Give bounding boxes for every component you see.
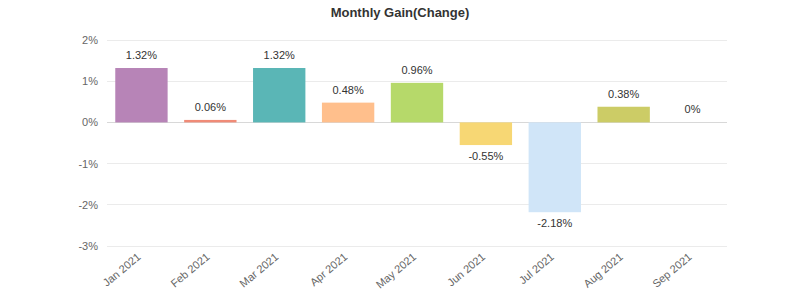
bar — [253, 68, 305, 122]
y-tick-label: 0% — [82, 116, 98, 128]
y-tick-label: -2% — [78, 199, 98, 211]
bar — [529, 122, 581, 212]
grid-line — [107, 81, 727, 82]
data-label: 0% — [685, 103, 701, 115]
x-tick-label: Jun 2021 — [445, 250, 487, 288]
bar — [666, 122, 718, 123]
x-tick-label: Jan 2021 — [100, 250, 142, 288]
y-tick-label: 2% — [82, 34, 98, 46]
bar — [184, 120, 236, 122]
x-tick-label: Jul 2021 — [516, 250, 556, 286]
grid-line — [107, 40, 727, 41]
data-label: 1.32% — [126, 49, 157, 61]
y-tick-label: 1% — [82, 75, 98, 87]
data-label: 0.96% — [401, 64, 432, 76]
x-tick-label: Aug 2021 — [581, 250, 625, 289]
x-axis: Jan 2021 Feb 2021 Mar 2021 Apr 2021 May 2021… — [100, 250, 694, 290]
x-tick-label: Mar 2021 — [237, 250, 280, 289]
x-tick-label: May 2021 — [374, 250, 419, 290]
x-tick-label: Apr 2021 — [307, 250, 349, 288]
grid-line — [107, 246, 727, 247]
data-label: -0.55% — [468, 150, 503, 162]
grid-line — [107, 163, 727, 164]
bar — [322, 103, 374, 123]
grid — [107, 40, 727, 246]
y-tick-label: -3% — [78, 240, 98, 252]
bars — [115, 68, 650, 212]
chart-svg: Monthly Gain(Change) -3% -2% -1% 0% 1% 2% 1.32%… — [0, 0, 800, 307]
data-label: -2.18% — [537, 217, 572, 229]
data-label: 0.48% — [333, 84, 364, 96]
data-label: 1.32% — [264, 49, 295, 61]
data-label: 0.06% — [195, 101, 226, 113]
bar — [115, 68, 167, 122]
chart-title: Monthly Gain(Change) — [331, 5, 470, 20]
data-label: 0.38% — [608, 88, 639, 100]
chart-container: Monthly Gain(Change) -3% -2% -1% 0% 1% 2% 1.32%… — [0, 0, 800, 307]
bar — [391, 83, 443, 123]
y-tick-label: -1% — [78, 158, 98, 170]
x-tick-label: Feb 2021 — [168, 250, 211, 289]
grid-line — [107, 204, 727, 205]
data-labels: 1.32% 0.06% 1.32% 0.48% 0.96% -0.55% -2.18% 0.3… — [126, 49, 701, 229]
bar — [597, 107, 649, 123]
x-tick-label: Sep 2021 — [650, 250, 694, 289]
bar — [460, 122, 512, 145]
